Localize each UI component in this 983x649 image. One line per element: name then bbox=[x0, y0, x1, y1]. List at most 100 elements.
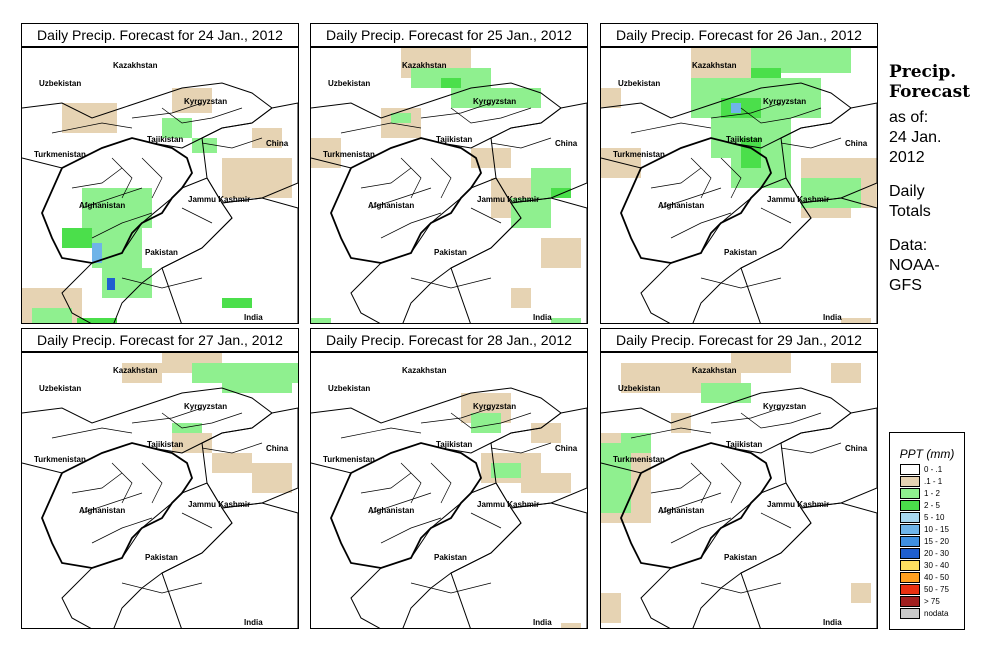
country-label: India bbox=[823, 313, 842, 322]
country-label: Tajikistan bbox=[436, 135, 473, 144]
province-border bbox=[161, 412, 243, 429]
province-border bbox=[450, 412, 532, 429]
border-pakistan bbox=[350, 177, 522, 323]
map-canvas bbox=[311, 48, 587, 323]
precip-area bbox=[107, 278, 115, 290]
province-border bbox=[111, 462, 133, 504]
province-border bbox=[340, 427, 422, 439]
country-label: Turkmenistan bbox=[323, 150, 375, 159]
map-canvas bbox=[22, 353, 298, 628]
country-label: Afghanistan bbox=[658, 201, 705, 210]
country-label: Pakistan bbox=[145, 553, 178, 562]
forecast-panel-1: Daily Precip. Forecast for 24 Jan., 2012… bbox=[21, 23, 299, 325]
legend-swatch bbox=[900, 559, 920, 571]
forecast-panel-3: Daily Precip. Forecast for 26 Jan., 2012… bbox=[600, 23, 878, 325]
precip-area bbox=[222, 298, 252, 308]
forecast-map[interactable]: Uzbekistan Kazakhstan Kyrgyzstan Tajikistan… bbox=[310, 352, 588, 629]
panel-title: Daily Precip. Forecast for 29 Jan., 2012 bbox=[600, 328, 878, 352]
legend-label: 30 - 40 bbox=[924, 561, 949, 570]
country-label: Pakistan bbox=[434, 248, 467, 257]
country-label: Pakistan bbox=[724, 553, 757, 562]
border-china bbox=[201, 102, 298, 204]
precip-area bbox=[82, 188, 152, 228]
precip-area bbox=[601, 88, 621, 108]
border-china bbox=[201, 407, 298, 509]
asof-year: 2012 bbox=[889, 149, 925, 166]
border-afghanistan bbox=[41, 137, 193, 264]
province-border bbox=[420, 407, 492, 424]
precip-area bbox=[531, 423, 561, 443]
precip-area bbox=[561, 623, 581, 628]
panel-title: Daily Precip. Forecast for 28 Jan., 2012 bbox=[310, 328, 588, 352]
asof-label: as of: bbox=[889, 109, 929, 126]
province-border bbox=[380, 212, 442, 239]
precip-area bbox=[62, 228, 92, 248]
province-border bbox=[410, 277, 492, 289]
forecast-map[interactable]: Uzbekistan Kazakhstan Kyrgyzstan Tajikistan… bbox=[600, 352, 878, 629]
precip-area bbox=[192, 138, 217, 153]
panel-title: Daily Precip. Forecast for 25 Jan., 2012 bbox=[310, 23, 588, 47]
forecast-panel-6: Daily Precip. Forecast for 29 Jan., 2012… bbox=[600, 328, 878, 630]
legend-label: nodata bbox=[924, 609, 949, 618]
border-afghanistan bbox=[330, 137, 482, 264]
province-border bbox=[201, 137, 263, 149]
legend-label: 20 - 30 bbox=[924, 549, 949, 558]
province-border bbox=[380, 517, 442, 544]
province-border bbox=[660, 492, 722, 514]
province-border bbox=[690, 462, 712, 504]
precip-area bbox=[521, 473, 571, 493]
province-border bbox=[81, 492, 143, 514]
legend-swatch bbox=[900, 463, 920, 475]
country-label: Afghanistan bbox=[658, 506, 705, 515]
province-border bbox=[700, 582, 782, 594]
legend-swatch bbox=[900, 523, 920, 535]
province-border bbox=[660, 187, 722, 209]
precip-area bbox=[671, 413, 691, 433]
map-canvas bbox=[601, 48, 877, 323]
country-label: Pakistan bbox=[724, 248, 757, 257]
province-border bbox=[71, 472, 123, 494]
province-border bbox=[370, 492, 432, 514]
country-label: China bbox=[845, 139, 868, 148]
legend-item: 5 - 10 bbox=[900, 511, 945, 523]
precip-area bbox=[441, 78, 461, 88]
precip-area bbox=[92, 243, 102, 263]
forecast-map[interactable]: Uzbekistan Kazakhstan Kyrgyzstan Tajikistan… bbox=[21, 47, 299, 324]
legend-label: 0 - .1 bbox=[924, 465, 943, 474]
precip-area bbox=[32, 308, 72, 323]
legend-item: 40 - 50 bbox=[900, 571, 949, 583]
province-border bbox=[360, 472, 412, 494]
province-border bbox=[161, 107, 243, 124]
province-border bbox=[81, 187, 143, 209]
legend-swatch bbox=[900, 499, 920, 511]
asof-date: 24 Jan. bbox=[889, 129, 942, 146]
country-label: Turkmenistan bbox=[34, 150, 86, 159]
precip-area bbox=[192, 363, 298, 383]
data-source-label: Data: bbox=[889, 237, 928, 254]
country-label: Jammu Kashmir bbox=[188, 195, 251, 204]
province-border bbox=[131, 102, 203, 119]
precip-area bbox=[222, 383, 292, 393]
province-border bbox=[51, 427, 133, 439]
legend-label: 40 - 50 bbox=[924, 573, 949, 582]
province-border bbox=[400, 462, 422, 504]
legend-swatch bbox=[900, 583, 920, 595]
legend-swatch bbox=[900, 511, 920, 523]
legend-label: 5 - 10 bbox=[924, 513, 945, 522]
country-label: Uzbekistan bbox=[39, 384, 82, 393]
legend-swatch bbox=[900, 535, 920, 547]
data-source-line3: GFS bbox=[889, 277, 922, 294]
legend-label: .1 - 1 bbox=[924, 477, 943, 486]
precip-area bbox=[471, 413, 501, 433]
country-label: Turkmenistan bbox=[613, 150, 665, 159]
forecast-map[interactable]: Uzbekistan Kazakhstan Kyrgyzstan Tajikistan… bbox=[21, 352, 299, 629]
info-title-line1: Precip. bbox=[889, 62, 957, 82]
forecast-map[interactable]: Uzbekistan Kazakhstan Kyrgyzstan Tajikistan… bbox=[310, 47, 588, 324]
data-source-line2: NOAA- bbox=[889, 257, 940, 274]
panel-title: Daily Precip. Forecast for 27 Jan., 2012 bbox=[21, 328, 299, 352]
forecast-map[interactable]: Uzbekistan Kazakhstan Kyrgyzstan Tajikistan… bbox=[600, 47, 878, 324]
forecast-panel-2: Daily Precip. Forecast for 25 Jan., 2012… bbox=[310, 23, 588, 325]
map-canvas bbox=[601, 353, 877, 628]
precip-area bbox=[252, 128, 282, 148]
border-pakistan bbox=[61, 177, 233, 323]
